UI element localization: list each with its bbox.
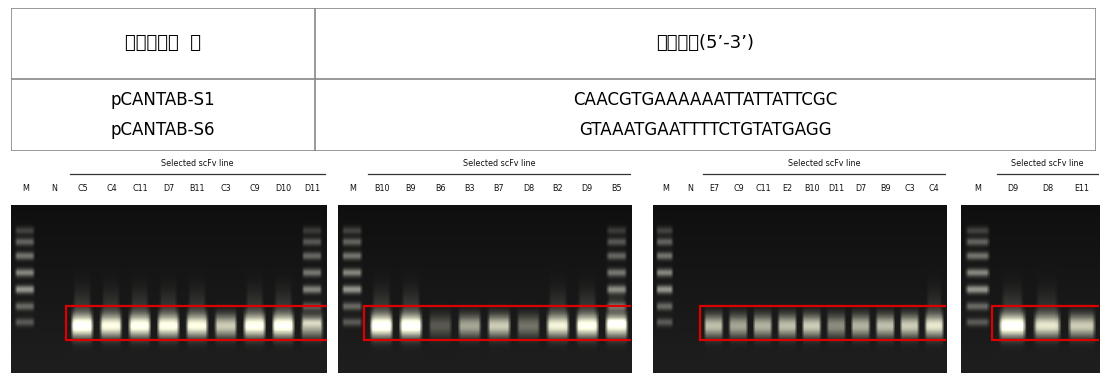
Text: C4: C4	[929, 184, 940, 193]
Text: B9: B9	[880, 184, 891, 193]
Text: B10: B10	[805, 184, 820, 193]
Text: D10: D10	[276, 184, 291, 193]
Text: C5: C5	[77, 184, 89, 193]
Text: D8: D8	[1042, 184, 1053, 193]
Text: C4: C4	[106, 184, 116, 193]
Text: 프라이이머  명: 프라이이머 명	[125, 34, 201, 52]
Text: B7: B7	[494, 184, 505, 193]
Text: E2: E2	[783, 184, 793, 193]
Bar	[364, 306, 634, 340]
Text: C11: C11	[133, 184, 148, 193]
Bar	[992, 306, 1103, 340]
Text: Selected scFv line: Selected scFv line	[162, 159, 234, 169]
Bar	[700, 306, 949, 340]
Text: C3: C3	[221, 184, 231, 193]
Text: Selected scFv line: Selected scFv line	[788, 159, 860, 169]
Text: M: M	[349, 184, 355, 193]
Text: Selected scFv line: Selected scFv line	[1011, 159, 1084, 169]
Text: B9: B9	[405, 184, 416, 193]
Text: B10: B10	[374, 184, 390, 193]
Text: D11: D11	[304, 184, 320, 193]
Text: N: N	[51, 184, 58, 193]
Text: C11: C11	[755, 184, 770, 193]
Text: Selected scFv line: Selected scFv line	[463, 159, 535, 169]
Text: D7: D7	[856, 184, 867, 193]
Text: pCANTAB-S1
pCANTAB-S6: pCANTAB-S1 pCANTAB-S6	[111, 91, 215, 139]
Text: B6: B6	[435, 184, 445, 193]
Text: D9: D9	[581, 184, 592, 193]
Text: B3: B3	[465, 184, 475, 193]
Text: M: M	[975, 184, 982, 193]
Bar	[65, 306, 330, 340]
Text: 염기서열(5’-3’): 염기서열(5’-3’)	[656, 34, 754, 52]
Text: CAACGTGAAAAAATTATTATTCGC
GTAAATGAATTTTCTGTATGAGG: CAACGTGAAAAAATTATTATTCGC GTAAATGAATTTTCT…	[573, 91, 838, 139]
Text: C3: C3	[904, 184, 915, 193]
Text: C9: C9	[249, 184, 260, 193]
Text: D8: D8	[523, 184, 534, 193]
Text: B11: B11	[189, 184, 205, 193]
Text: N: N	[686, 184, 693, 193]
Text: D9: D9	[1007, 184, 1018, 193]
Text: C9: C9	[733, 184, 744, 193]
Text: E7: E7	[710, 184, 720, 193]
Text: M: M	[662, 184, 669, 193]
Text: D7: D7	[163, 184, 175, 193]
Text: M: M	[22, 184, 29, 193]
Text: B5: B5	[611, 184, 622, 193]
Text: D11: D11	[828, 184, 845, 193]
Text: E11: E11	[1075, 184, 1089, 193]
Text: B2: B2	[552, 184, 563, 193]
